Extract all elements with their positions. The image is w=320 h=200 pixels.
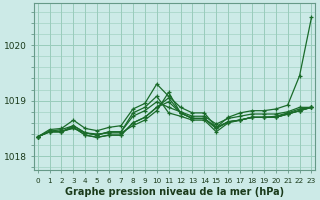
X-axis label: Graphe pression niveau de la mer (hPa): Graphe pression niveau de la mer (hPa) [65, 187, 284, 197]
